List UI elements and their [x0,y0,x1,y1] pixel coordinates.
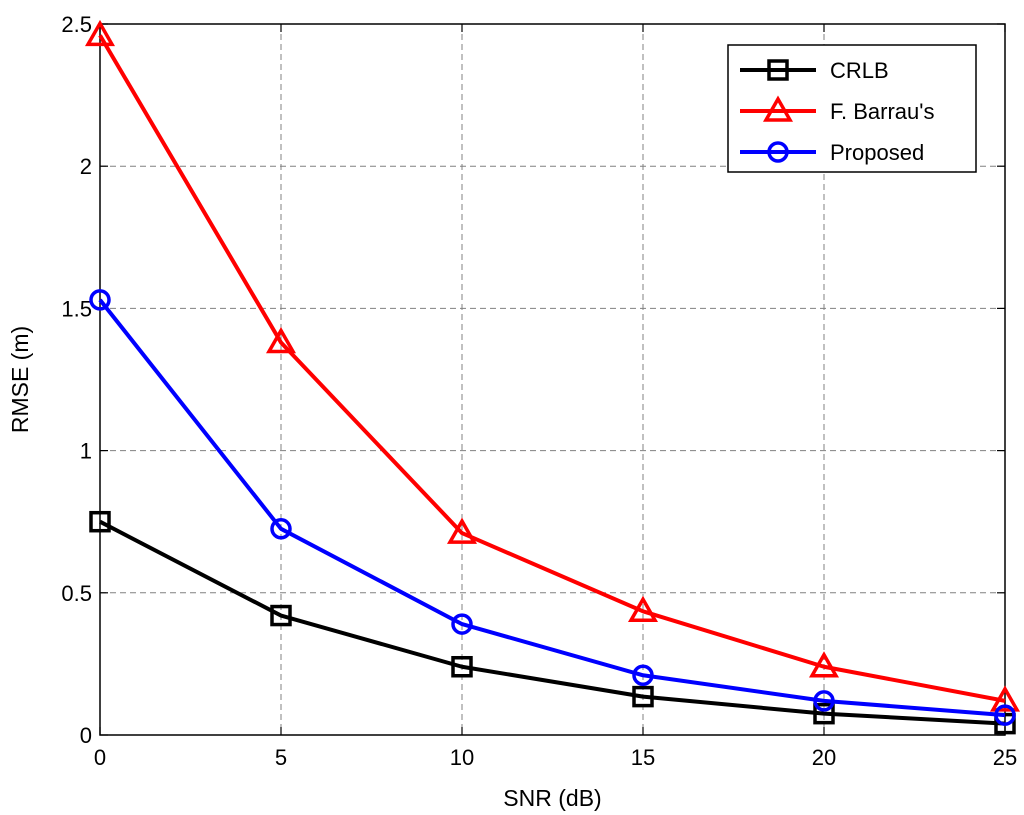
data-point-crlb [270,604,292,627]
data-series [84,19,1021,735]
x-tick-label: 15 [631,745,655,770]
data-point-f-barrau-s [627,595,659,623]
data-point-crlb [451,655,473,678]
data-point-f-barrau-s [808,651,840,678]
legend-marker-proposed [767,141,789,163]
data-point-proposed [451,613,473,635]
data-point-proposed [994,704,1016,726]
data-point-crlb [632,685,654,708]
data-point-crlb [813,702,835,725]
y-tick-label: 0.5 [61,581,92,606]
data-point-proposed [270,518,292,540]
series-crlb [89,510,1016,735]
data-point-f-barrau-s [84,19,116,47]
legend-marker-crlb [767,59,789,81]
series-proposed [89,289,1016,726]
legend-entry-proposed: Proposed [740,140,924,165]
x-tick-label: 25 [993,745,1017,770]
data-point-crlb [89,510,111,533]
legend-label-f-barrau-s: F. Barrau's [830,99,934,124]
data-point-f-barrau-s [446,517,478,544]
x-axis-title: SNR (dB) [503,785,601,811]
y-tick-label: 1 [80,439,92,464]
axis-ticks: 0 5 10 15 20 25 0 0.5 1 1.5 2 2.5 [61,12,1017,770]
y-tick-label: 2.5 [61,12,92,37]
legend: CRLB F. Barrau's Proposed [727,44,977,173]
series-f-barrau-s [84,19,1021,712]
legend-entry-crlb: CRLB [740,58,889,83]
y-tick-label: 2 [80,154,92,179]
data-point-proposed [89,289,111,311]
series-line-proposed [98,298,1006,718]
series-line-f-barrau-s [98,34,1006,703]
legend-marker-f-barrau-s [762,95,794,122]
data-point-f-barrau-s [989,685,1021,712]
legend-entry-f-barrau-s: F. Barrau's [740,95,934,124]
x-tick-label: 10 [450,745,474,770]
legend-label-proposed: Proposed [830,140,924,165]
y-axis-title: RMSE (m) [7,326,33,433]
data-point-f-barrau-s [265,327,297,354]
data-point-proposed [632,664,654,687]
data-point-proposed [813,690,835,712]
x-tick-label: 20 [812,745,836,770]
legend-label-crlb: CRLB [830,58,889,83]
x-tick-label: 5 [275,745,287,770]
y-tick-label: 0 [80,723,92,748]
series-line-crlb [99,519,1006,726]
plot-area-frame [99,23,1006,736]
x-tick-label: 0 [94,745,106,770]
y-tick-label: 1.5 [61,296,92,321]
